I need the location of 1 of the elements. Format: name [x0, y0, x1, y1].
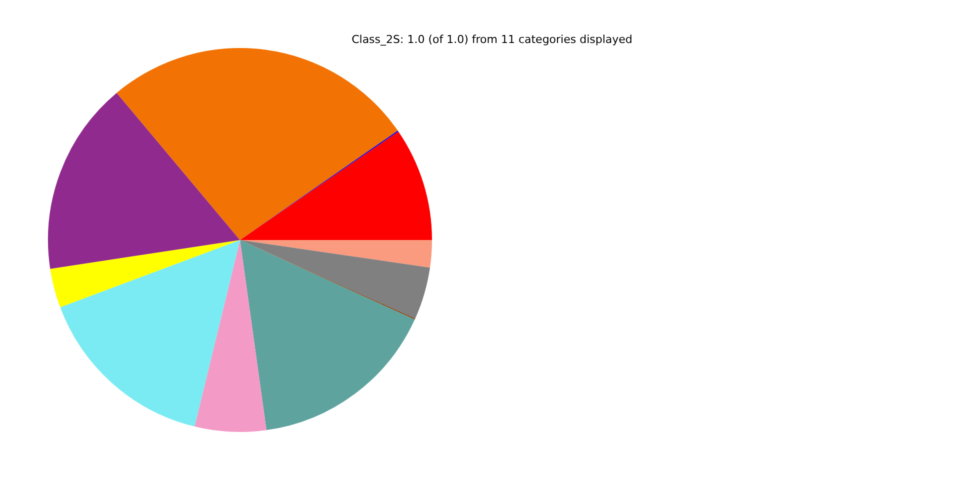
text: Class_2S: 1.0 (of 1.0) from 11 categories displayed — [350, 33, 634, 46]
